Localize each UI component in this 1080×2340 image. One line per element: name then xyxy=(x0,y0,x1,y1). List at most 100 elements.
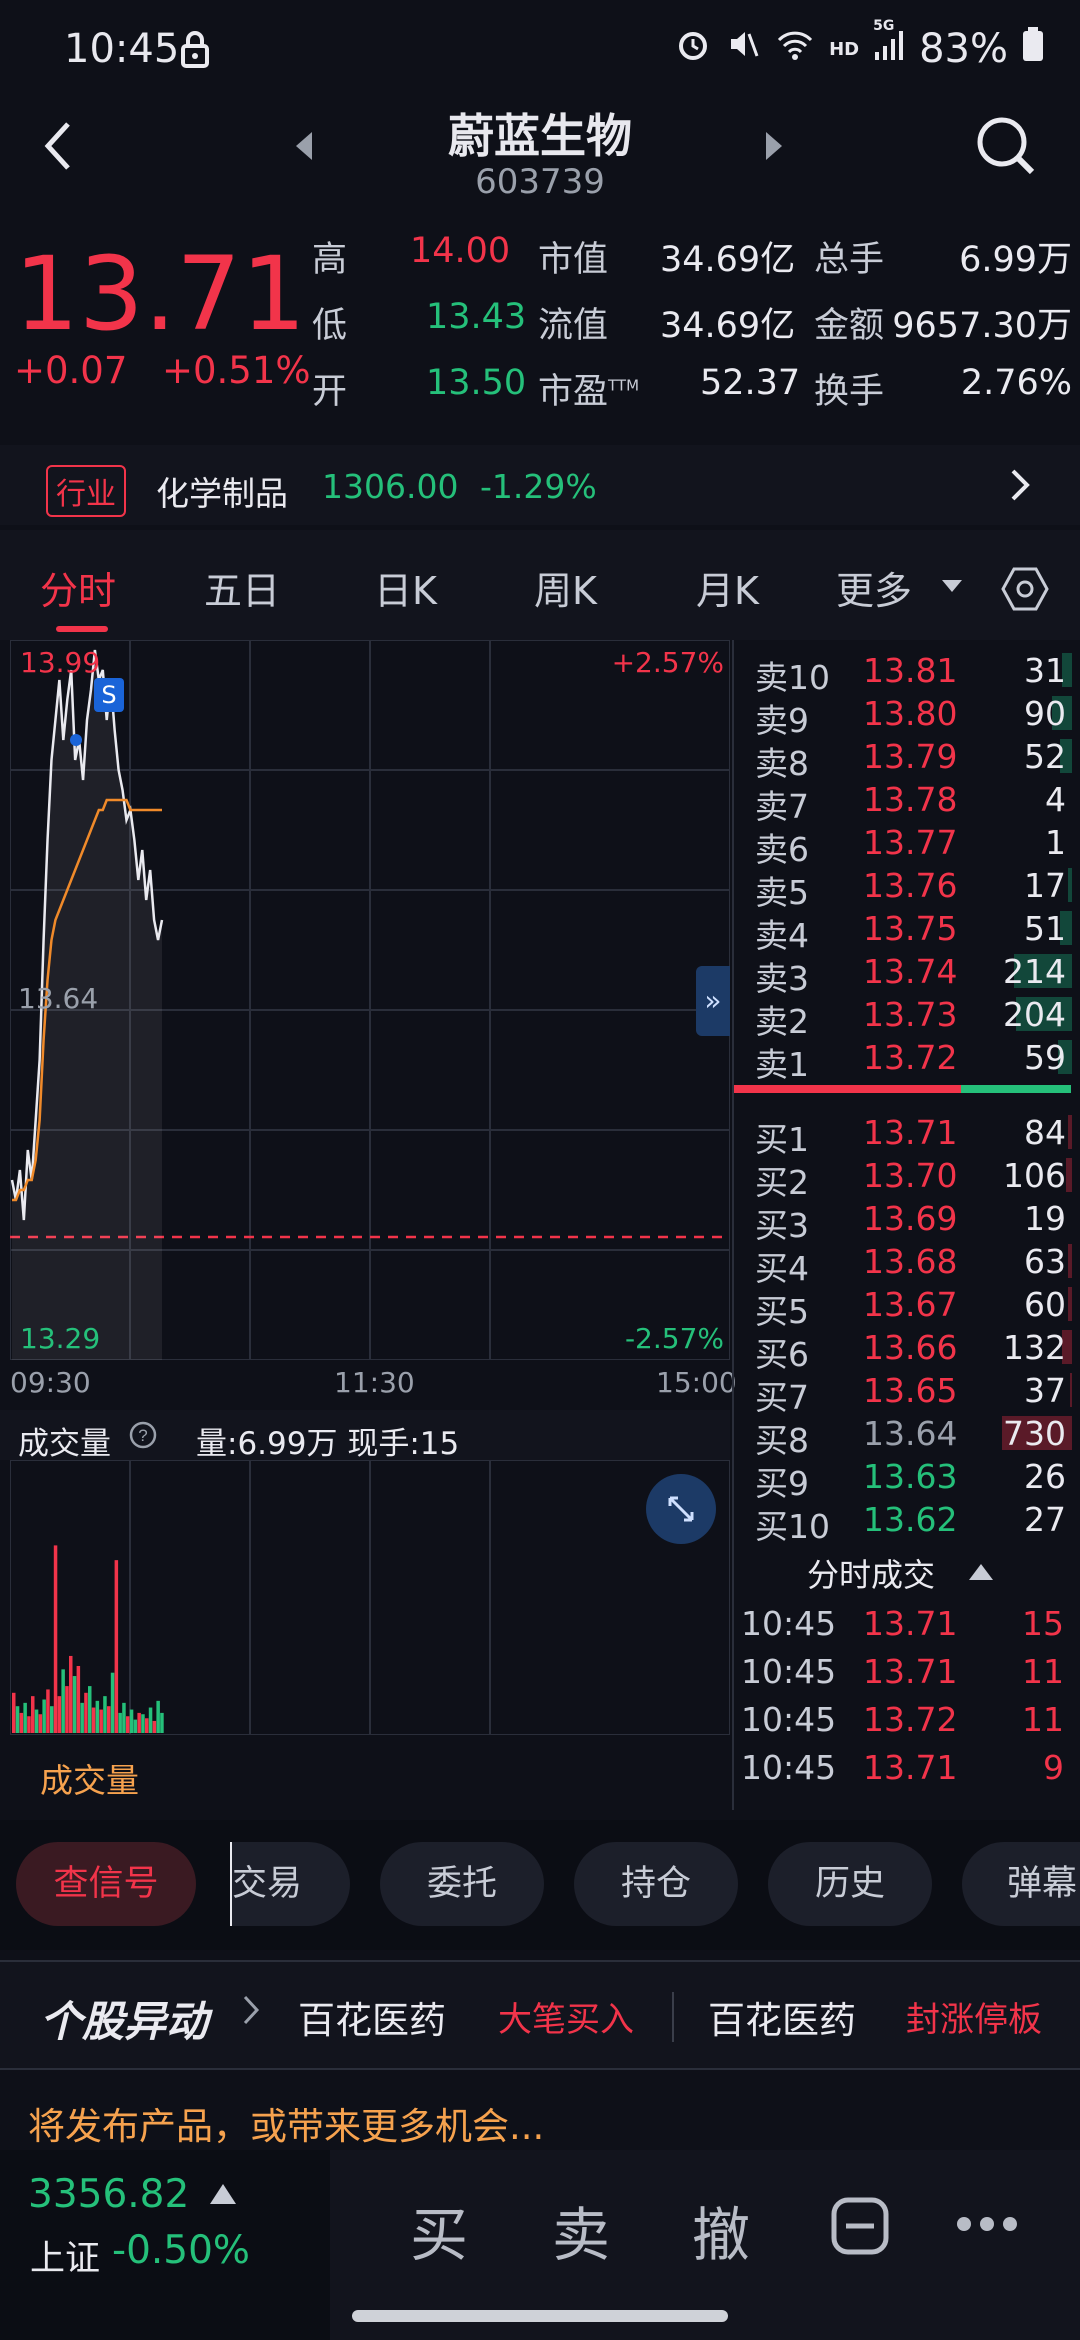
trade-row: 10:45 13.71 15 xyxy=(735,1604,1080,1652)
ask-row[interactable]: 卖4 13.75 51 xyxy=(735,906,1080,955)
alert-2-stock[interactable]: 百花医药 xyxy=(708,1999,856,2042)
danmaku-button[interactable]: 弹幕 xyxy=(962,1842,1080,1926)
ask-row[interactable]: 卖9 13.80 90 xyxy=(735,691,1080,740)
depth-bar xyxy=(1060,739,1072,773)
pe-value: 52.37 xyxy=(700,363,801,403)
bid-row[interactable]: 买1 13.71 84 xyxy=(735,1110,1080,1159)
bid-row[interactable]: 买3 13.69 19 xyxy=(735,1196,1080,1245)
back-icon[interactable] xyxy=(40,118,76,178)
positions-button[interactable]: 持仓 xyxy=(574,1842,738,1926)
level-label: 买10 xyxy=(755,1507,830,1546)
bid-row[interactable]: 买10 13.62 27 xyxy=(735,1497,1080,1546)
open-label: 开 xyxy=(312,372,348,412)
history-button[interactable]: 历史 xyxy=(768,1842,932,1926)
trades-title[interactable]: 分时成交 xyxy=(807,1556,936,1594)
volume-bar xyxy=(126,1716,130,1733)
level-volume: 106 xyxy=(1003,1156,1066,1195)
ask-row[interactable]: 卖6 13.77 1 xyxy=(735,820,1080,869)
buy-button[interactable]: 买 xyxy=(410,2201,469,2269)
cancel-order-button[interactable]: 撤 xyxy=(692,2201,751,2269)
volume-title: 成交量 xyxy=(18,1426,111,1462)
tab-daily-k[interactable]: 日K xyxy=(374,569,437,613)
price-area xyxy=(12,650,162,1360)
level-volume: 1 xyxy=(1045,823,1066,862)
level-price: 13.80 xyxy=(863,694,958,733)
help-icon[interactable]: ? xyxy=(128,1420,158,1454)
index-widget[interactable]: 3356.82 上证 -0.50% xyxy=(0,2150,330,2340)
tab-weekly-k[interactable]: 周K xyxy=(534,569,597,613)
trade-volume: 11 xyxy=(1022,1700,1064,1739)
prev-stock-icon[interactable] xyxy=(292,130,316,166)
settings-hex-icon[interactable] xyxy=(1000,564,1050,618)
bid-row[interactable]: 买5 13.67 60 xyxy=(735,1282,1080,1331)
float-cap-label: 流值 xyxy=(538,306,609,346)
level-label: 买4 xyxy=(755,1249,809,1288)
bid-row[interactable]: 买2 13.70 106 xyxy=(735,1153,1080,1202)
expand-orderbook-icon[interactable]: » xyxy=(696,966,730,1036)
bid-row[interactable]: 买8 13.64 730 xyxy=(735,1411,1080,1460)
depth-bar xyxy=(1052,696,1072,730)
ask-row[interactable]: 卖1 13.72 59 xyxy=(735,1035,1080,1084)
fullscreen-icon[interactable] xyxy=(646,1474,716,1544)
triangle-up-icon[interactable] xyxy=(967,1562,995,1586)
intraday-chart[interactable]: 13.99 +2.57% 13.64 13.29 -2.57% S » xyxy=(9,639,731,1361)
level-volume: 52 xyxy=(1024,737,1066,776)
tab-five-day[interactable]: 五日 xyxy=(204,569,281,613)
level-label: 卖2 xyxy=(755,1002,809,1041)
home-indicator[interactable] xyxy=(352,2310,728,2322)
minus-box-icon[interactable] xyxy=(830,2196,890,2260)
bid-row[interactable]: 买7 13.65 37 xyxy=(735,1368,1080,1417)
ask-row[interactable]: 卖2 13.73 204 xyxy=(735,992,1080,1041)
news-ticker[interactable]: 将发布产品，或带来更多机会... xyxy=(0,2090,1080,2148)
level-price: 13.64 xyxy=(863,1414,958,1453)
check-signal-button[interactable]: 查信号 xyxy=(16,1842,196,1926)
depth-bar xyxy=(1014,954,1072,988)
volume-bar xyxy=(31,1696,35,1733)
alert-1-stock[interactable]: 百花医药 xyxy=(298,1999,446,2042)
next-stock-icon[interactable] xyxy=(762,130,786,166)
depth-bar xyxy=(1016,997,1072,1031)
stock-name: 蔚蓝生物 xyxy=(448,109,632,163)
volume-bar xyxy=(46,1689,50,1733)
alert-1-event: 大笔买入 xyxy=(498,2000,634,2040)
sell-signal-marker[interactable]: S xyxy=(94,678,124,712)
tab-monthly-k[interactable]: 月K xyxy=(696,569,759,613)
float-cap-value: 34.69亿 xyxy=(660,306,796,346)
sell-button[interactable]: 卖 xyxy=(552,2201,611,2269)
ask-row[interactable]: 卖5 13.76 17 xyxy=(735,863,1080,912)
depth-bar xyxy=(1068,1115,1072,1149)
active-tab-indicator xyxy=(56,626,108,632)
more-options-icon[interactable] xyxy=(954,2214,1020,2238)
search-icon[interactable] xyxy=(974,114,1038,182)
chevron-right-icon xyxy=(1008,467,1032,507)
signal-dot xyxy=(70,734,82,746)
dropdown-caret-icon[interactable] xyxy=(940,578,964,598)
tab-intraday[interactable]: 分时 xyxy=(40,569,117,613)
trade-button[interactable]: 交易 xyxy=(230,1842,350,1926)
industry-row[interactable]: 行业 化学制品 1306.00 -1.29% xyxy=(0,445,1080,525)
ask-row[interactable]: 卖7 13.78 4 xyxy=(735,777,1080,826)
level-price: 13.76 xyxy=(863,866,958,905)
total-volume-label: 总手 xyxy=(814,240,885,280)
level-label: 卖3 xyxy=(755,959,809,998)
orders-button[interactable]: 委托 xyxy=(380,1842,544,1926)
stock-alert-strip[interactable]: 个股异动 百花医药 大笔买入 百花医药 封涨停板 xyxy=(0,1960,1080,2070)
volume-bar xyxy=(34,1709,39,1733)
volume-bar xyxy=(61,1669,65,1733)
volume-bar xyxy=(23,1702,27,1733)
ask-row[interactable]: 卖8 13.79 52 xyxy=(735,734,1080,783)
ask-row[interactable]: 卖3 13.74 214 xyxy=(735,949,1080,998)
volume-bar xyxy=(72,1676,77,1733)
pe-label: 市盈TTM xyxy=(538,363,639,414)
alert-brand-logo: 个股异动 xyxy=(40,1997,209,2046)
alert-2-event: 封涨停板 xyxy=(906,2000,1042,2040)
bid-row[interactable]: 买4 13.68 63 xyxy=(735,1239,1080,1288)
ask-row[interactable]: 卖10 13.81 31 xyxy=(735,648,1080,697)
trade-time: 10:45 xyxy=(741,1748,837,1787)
level-label: 买1 xyxy=(755,1120,809,1159)
tab-more[interactable]: 更多 xyxy=(836,569,913,613)
bid-row[interactable]: 买9 13.63 26 xyxy=(735,1454,1080,1503)
industry-name: 化学制品 xyxy=(156,474,288,513)
bid-row[interactable]: 买6 13.66 132 xyxy=(735,1325,1080,1374)
ticker-text: 将发布产品，或带来更多机会... xyxy=(28,2105,545,2148)
